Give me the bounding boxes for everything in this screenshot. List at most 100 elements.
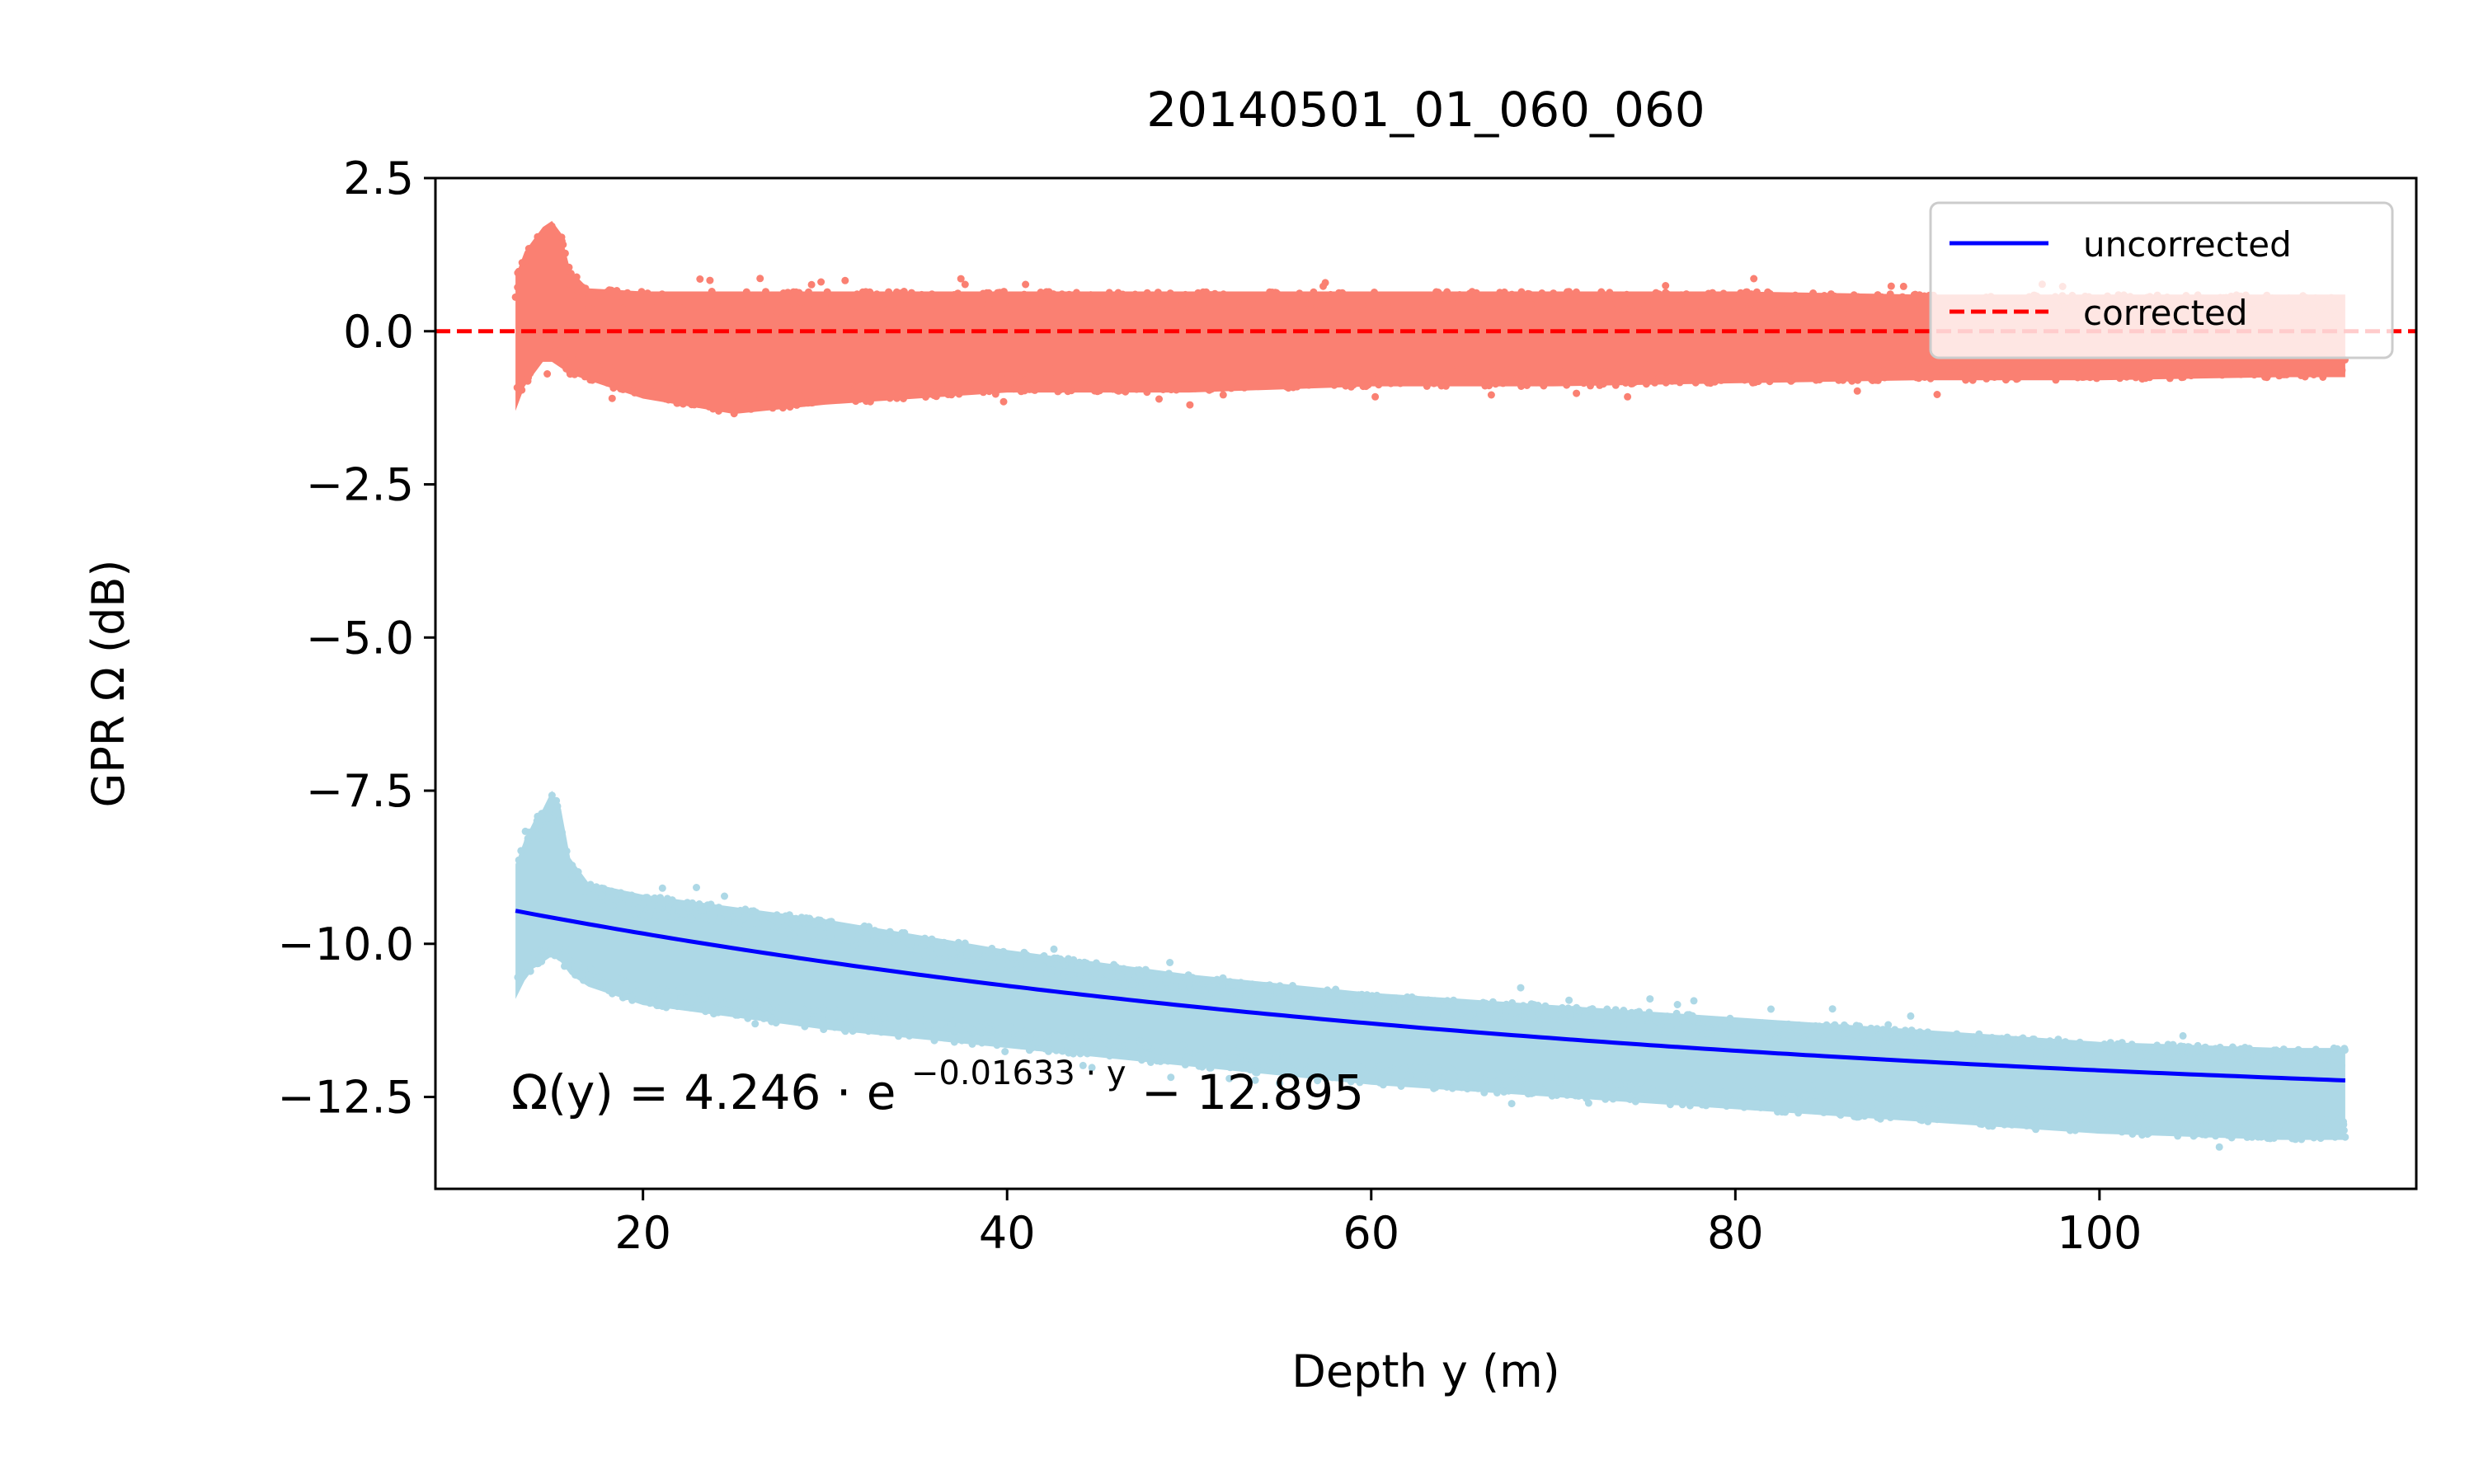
scatter-point <box>1767 1005 1775 1013</box>
scatter-point <box>1146 374 1155 383</box>
scatter-point <box>617 385 625 393</box>
scatter-point <box>1361 364 1369 372</box>
scatter-point <box>957 1036 966 1045</box>
scatter-point <box>1609 1095 1617 1103</box>
scatter-point <box>2086 357 2094 365</box>
scatter-point <box>595 981 604 989</box>
scatter-point <box>1422 376 1430 383</box>
scatter-point <box>816 296 824 304</box>
scatter-point <box>656 894 665 902</box>
scatter-point <box>1571 289 1579 298</box>
scatter-point <box>2180 373 2187 381</box>
scatter-point <box>1132 385 1141 393</box>
scatter-point <box>628 891 636 899</box>
scatter-point <box>984 947 992 956</box>
scatter-point <box>1540 382 1548 390</box>
scatter-point <box>1093 306 1101 314</box>
scatter-point <box>1867 1028 1875 1036</box>
scatter-point <box>541 242 549 251</box>
scatter-point <box>2053 1114 2061 1122</box>
scatter-point <box>1855 1050 1863 1058</box>
scatter-point <box>1050 945 1058 953</box>
scatter-point <box>1037 289 1045 296</box>
scatter-point <box>929 951 937 960</box>
scatter-point <box>2258 1119 2266 1127</box>
scatter-point <box>1856 310 1864 318</box>
scatter-point <box>529 246 536 254</box>
scatter-point <box>920 373 929 382</box>
scatter-point <box>1241 984 1249 992</box>
scatter-point <box>1628 1008 1635 1017</box>
scatter-point <box>557 233 566 242</box>
scatter-point <box>1629 350 1637 358</box>
scatter-point <box>748 308 756 316</box>
scatter-point <box>2251 1064 2259 1072</box>
scatter-point <box>948 1021 956 1029</box>
scatter-point <box>1596 379 1604 387</box>
scatter-point <box>2213 364 2221 373</box>
scatter-point <box>1879 1104 1888 1112</box>
scatter-point <box>622 992 630 1000</box>
scatter-point <box>955 299 962 308</box>
scatter-point <box>944 381 952 389</box>
scatter-point <box>1729 373 1737 381</box>
scatter-point <box>1466 1012 1474 1020</box>
scatter-point <box>1681 1021 1689 1030</box>
scatter-point <box>1638 368 1645 376</box>
scatter-point <box>2199 1130 2207 1139</box>
scatter-point <box>686 1003 694 1012</box>
scatter-point <box>1025 385 1033 393</box>
scatter-point <box>1920 1100 1928 1107</box>
scatter-point <box>831 1005 839 1013</box>
scatter-point <box>2093 374 2100 383</box>
scatter-point <box>969 294 977 302</box>
scatter-point <box>1020 290 1028 298</box>
scatter-point <box>1280 1054 1287 1063</box>
scatter-point <box>853 290 861 298</box>
scatter-point <box>1959 359 1967 368</box>
scatter-point <box>2208 370 2216 378</box>
scatter-point <box>1014 295 1022 303</box>
scatter-point <box>1065 290 1073 298</box>
scatter-point <box>2074 359 2082 366</box>
scatter-point <box>2241 359 2249 368</box>
scatter-point <box>638 296 647 304</box>
scatter-point <box>1750 275 1758 283</box>
scatter-point <box>1693 293 1701 301</box>
scatter-point <box>1462 308 1470 316</box>
scatter-point <box>1141 296 1149 304</box>
scatter-point <box>1278 368 1286 376</box>
scatter-point <box>1852 1021 1860 1030</box>
scatter-point <box>1376 374 1384 383</box>
scatter-point <box>1000 383 1009 392</box>
scatter-point <box>1664 368 1672 375</box>
scatter-point <box>1501 308 1508 317</box>
scatter-point <box>1371 1010 1379 1018</box>
scatter-point <box>1853 1095 1861 1103</box>
scatter-point <box>1164 970 1173 978</box>
scatter-point <box>1482 1000 1490 1008</box>
scatter-point <box>922 393 929 401</box>
scatter-point <box>1677 377 1686 385</box>
scatter-point <box>1450 1031 1457 1039</box>
scatter-point <box>1141 381 1149 389</box>
scatter-point <box>756 304 764 312</box>
scatter-point <box>535 258 543 266</box>
scatter-point <box>2054 1106 2062 1115</box>
scatter-point <box>941 1032 949 1040</box>
scatter-point <box>1192 368 1201 376</box>
scatter-point <box>1072 373 1080 381</box>
scatter-point <box>811 1007 820 1014</box>
scatter-point <box>1562 1082 1570 1091</box>
scatter-point <box>1554 370 1562 378</box>
scatter-point <box>647 378 655 387</box>
scatter-point <box>741 922 750 930</box>
scatter-point <box>574 287 582 295</box>
scatter-point <box>1131 368 1140 376</box>
scatter-point <box>613 287 621 294</box>
scatter-point <box>2142 1120 2151 1128</box>
scatter-point <box>1943 1032 1951 1040</box>
scatter-point <box>1033 317 1042 325</box>
scatter-point <box>2324 358 2331 366</box>
scatter-point <box>1047 383 1056 392</box>
